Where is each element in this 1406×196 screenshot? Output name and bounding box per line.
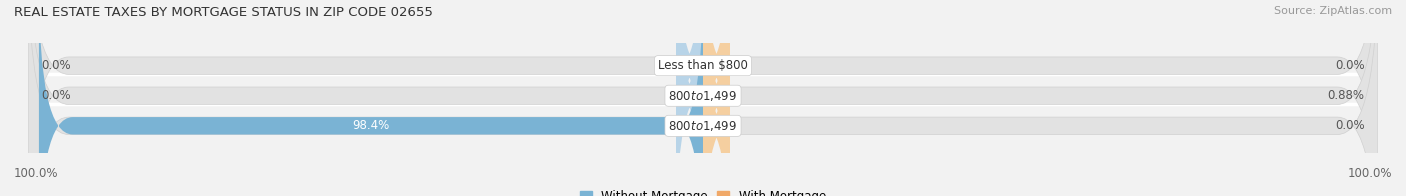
Text: 0.88%: 0.88% bbox=[1327, 89, 1364, 102]
Text: 0.0%: 0.0% bbox=[42, 89, 72, 102]
FancyBboxPatch shape bbox=[669, 0, 710, 196]
FancyBboxPatch shape bbox=[39, 0, 703, 196]
Text: $800 to $1,499: $800 to $1,499 bbox=[668, 119, 738, 133]
Text: 0.0%: 0.0% bbox=[1334, 59, 1364, 72]
FancyBboxPatch shape bbox=[669, 0, 710, 196]
FancyBboxPatch shape bbox=[28, 0, 1378, 196]
Text: 0.0%: 0.0% bbox=[42, 59, 72, 72]
FancyBboxPatch shape bbox=[28, 0, 1378, 196]
Text: Source: ZipAtlas.com: Source: ZipAtlas.com bbox=[1274, 6, 1392, 16]
Text: REAL ESTATE TAXES BY MORTGAGE STATUS IN ZIP CODE 02655: REAL ESTATE TAXES BY MORTGAGE STATUS IN … bbox=[14, 6, 433, 19]
Text: 100.0%: 100.0% bbox=[1347, 167, 1392, 180]
Text: 98.4%: 98.4% bbox=[353, 119, 389, 132]
FancyBboxPatch shape bbox=[696, 0, 737, 196]
Text: 0.0%: 0.0% bbox=[1334, 119, 1364, 132]
FancyBboxPatch shape bbox=[28, 0, 1378, 196]
Legend: Without Mortgage, With Mortgage: Without Mortgage, With Mortgage bbox=[575, 185, 831, 196]
FancyBboxPatch shape bbox=[696, 0, 737, 196]
FancyBboxPatch shape bbox=[696, 0, 737, 196]
Text: $800 to $1,499: $800 to $1,499 bbox=[668, 89, 738, 103]
Text: 100.0%: 100.0% bbox=[14, 167, 59, 180]
Text: Less than $800: Less than $800 bbox=[658, 59, 748, 72]
